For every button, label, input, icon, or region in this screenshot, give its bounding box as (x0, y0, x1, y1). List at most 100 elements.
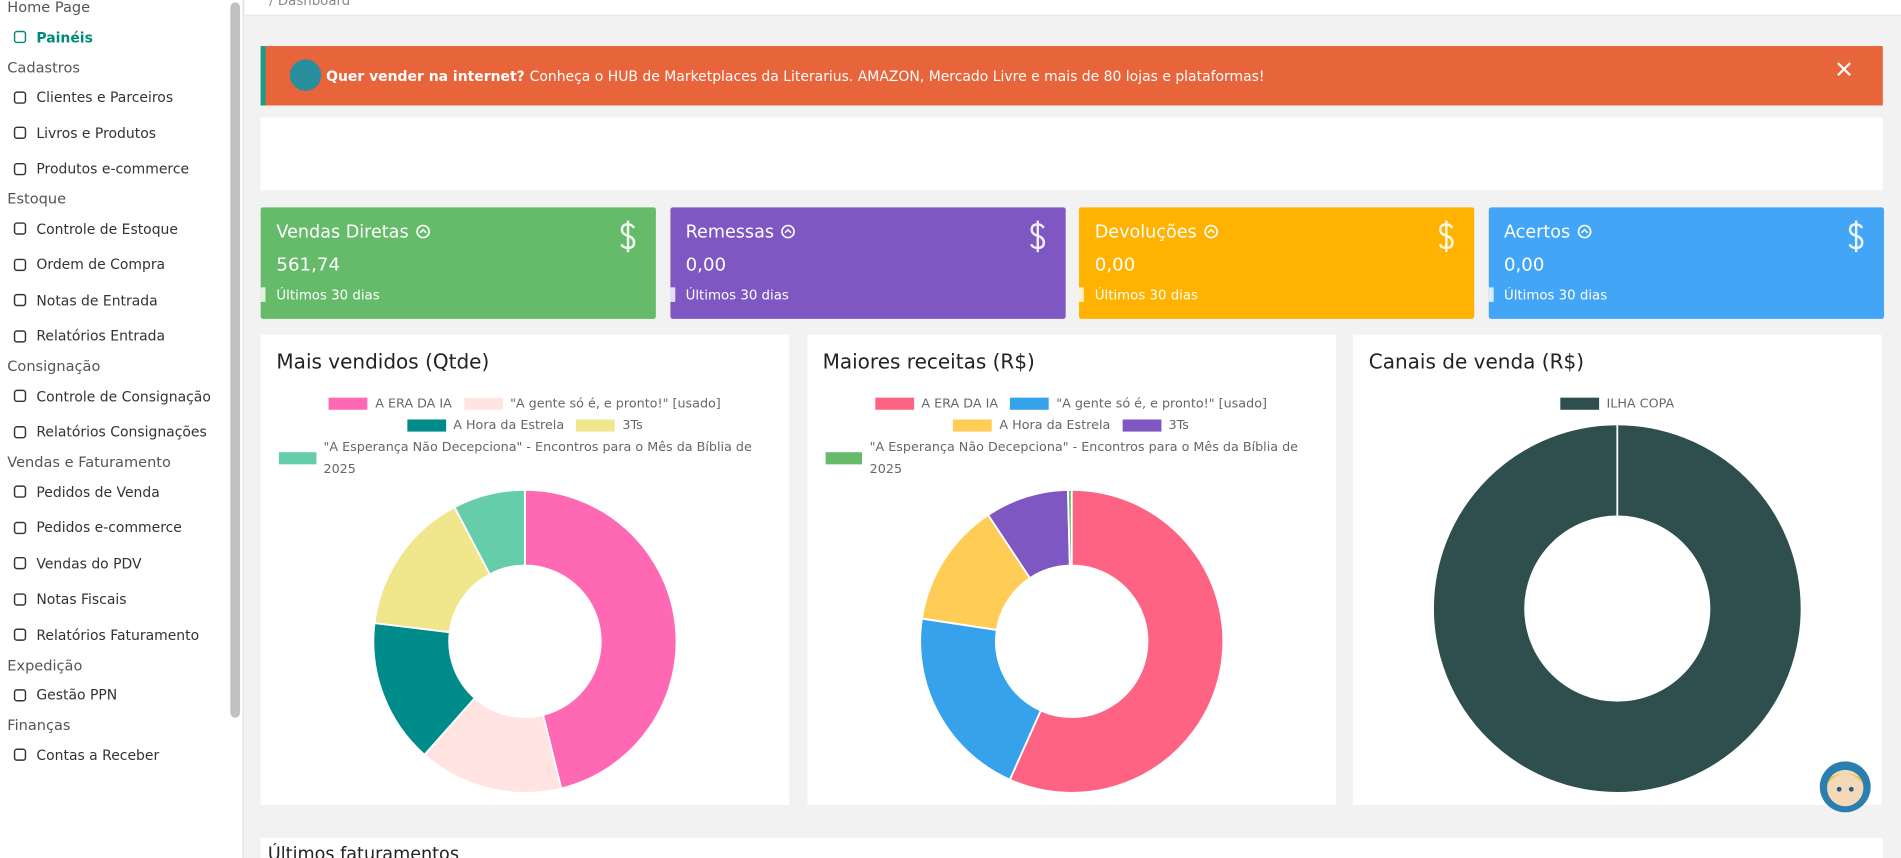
menu-icon (13, 628, 27, 642)
icon-shape (13, 91, 27, 104)
icon-arrow (1207, 228, 1215, 234)
icon-circle (416, 224, 431, 239)
icon-circle (1577, 224, 1592, 239)
menu-item[interactable]: Produtos e-commerce (0, 151, 242, 187)
legend-label: "A gente só é, e pronto!" [usado] (1056, 396, 1267, 411)
chart-title: Canais de venda (R$) (1368, 350, 1585, 374)
banner-text[interactable]: Conheça o HUB de Marketplaces da Literar… (529, 67, 1265, 85)
icon-shape (13, 628, 27, 642)
donut (372, 488, 678, 794)
menu-item[interactable]: Clientes e Parceiros (0, 79, 242, 115)
section-label: Finanças (7, 716, 71, 734)
legend-item[interactable]: 3Ts (576, 415, 643, 437)
chart-title: Maiores receitas (R$) (822, 350, 1035, 374)
dollar-shape (1438, 220, 1454, 253)
legend-label: "A Esperança Não Decepciona" - Encontros… (869, 440, 1299, 477)
dollar-icon (1847, 220, 1863, 253)
stat-card: Devoluções 0,00 Últimos 30 dias (1079, 207, 1475, 319)
icon-shape (13, 748, 27, 762)
menu-label: Livros e Produtos (36, 124, 156, 142)
legend-label: 3Ts (1168, 418, 1189, 433)
legend-swatch (875, 397, 915, 410)
icon-shape (13, 485, 27, 499)
section-label: Cadastros (7, 58, 80, 76)
card-title-text: Remessas (685, 223, 775, 243)
card-title-text: Devoluções (1094, 223, 1197, 243)
card-title-text: Vendas Diretas (276, 223, 409, 243)
legend-label: "A gente só é, e pronto!" [usado] (510, 396, 721, 411)
card-title: Devoluções (1095, 223, 1219, 242)
menu-group: Consignação Controle de Consignação Relató… (0, 354, 242, 450)
donut (918, 488, 1224, 794)
menu-item[interactable]: Pedidos e-commerce (0, 510, 242, 546)
menu-icon (13, 593, 27, 606)
icon-arrow (1581, 228, 1589, 234)
legend-label: A ERA DA IA (375, 396, 452, 411)
legend-swatch (576, 419, 616, 432)
chart-card: Maiores receitas (R$) A ERA DA IA "A gente… (806, 334, 1336, 806)
menu-item[interactable]: Notas Fiscais (0, 581, 242, 617)
menu-label: Pedidos e-commerce (36, 519, 182, 537)
card-value: 0,00 (685, 253, 727, 276)
chart-title: Mais vendidos (Qtde) (276, 350, 490, 374)
menu-item[interactable]: Livros e Produtos (0, 115, 242, 151)
menu-item[interactable]: Vendas do PDV (0, 546, 242, 582)
menu-label: Gestão PPN (36, 686, 118, 704)
legend-swatch (1010, 397, 1049, 410)
legend-item[interactable]: ILHA COPA (1560, 393, 1674, 415)
stat-card: Vendas Diretas 561,74 Últimos 30 dias (260, 207, 656, 319)
assistant-avatar[interactable] (1819, 760, 1872, 813)
icon-shape (13, 521, 27, 534)
legend-item[interactable]: A ERA DA IA (875, 393, 998, 415)
breadcrumb[interactable]: / Dashboard (269, 0, 351, 9)
legend-item[interactable]: "A gente só é, e pronto!" [usado] (463, 393, 721, 415)
legend-label: 3Ts (622, 418, 643, 433)
legend-label: A Hora da Estrela (999, 418, 1111, 433)
menu-item[interactable]: Controle de Consignação (0, 378, 242, 414)
legend-swatch (329, 397, 368, 410)
menu-label: Notas Fiscais (36, 590, 127, 608)
menu-item[interactable]: Relatórios Faturamento (0, 617, 242, 653)
footer-card: Últimos faturamentos (260, 837, 1883, 858)
legend-item[interactable]: A Hora da Estrela (953, 415, 1110, 437)
menu-icon (13, 126, 27, 140)
card-title: Remessas (686, 223, 796, 242)
legend-item[interactable]: 3Ts (1122, 415, 1189, 437)
close-button[interactable] (1837, 62, 1852, 77)
card-value: 561,74 (276, 253, 341, 276)
menu-item[interactable]: Notas de Entrada (0, 282, 242, 318)
menu-label: Vendas do PDV (36, 554, 142, 572)
menu-item[interactable]: Relatórios Entrada (0, 318, 242, 354)
menu-item[interactable]: Pedidos de Venda (0, 474, 242, 510)
legend-item[interactable]: "A Esperança Não Decepciona" - Encontros… (825, 436, 1317, 480)
legend-item[interactable]: "A Esperança Não Decepciona" - Encontros… (278, 436, 771, 480)
legend-item[interactable]: "A gente só é, e pronto!" [usado] (1010, 393, 1267, 415)
menu-icon (13, 389, 27, 403)
info-icon (1577, 224, 1592, 239)
legend-item[interactable]: A ERA DA IA (329, 393, 452, 415)
menu-item[interactable]: Controle de Estoque (0, 211, 242, 247)
menu-item[interactable]: Contas a Receber (0, 737, 242, 773)
menu-item[interactable]: Gestão PPN (0, 677, 242, 713)
card-tab (1488, 287, 1494, 302)
dollar-shape (1847, 220, 1863, 253)
legend-item[interactable]: A Hora da Estrela (407, 415, 564, 437)
info-icon (416, 224, 431, 239)
legend-label: A Hora da Estrela (453, 418, 565, 433)
card-value: 0,00 (1094, 253, 1136, 276)
card-period: Últimos 30 dias (1094, 287, 1199, 304)
card-title: Acertos (1504, 223, 1592, 242)
menu-item[interactable]: Relatórios Consignações (0, 414, 242, 450)
icon-circle (1204, 224, 1219, 239)
scrollbar[interactable] (230, 2, 241, 718)
dollar-shape (620, 220, 636, 253)
menu-icon (13, 91, 27, 104)
menu-item[interactable]: Ordem de Compra (0, 247, 242, 283)
card-period: Últimos 30 dias (1503, 287, 1608, 304)
menu-item[interactable]: Painéis (0, 19, 242, 55)
icon-shape (13, 162, 27, 176)
menu-group: Vendas e Faturamento Pedidos de Venda Pedi… (0, 450, 242, 653)
menu-group: Estoque Controle de Estoque Ordem de Compr… (0, 187, 242, 354)
menu-label: Contas a Receber (36, 746, 160, 764)
